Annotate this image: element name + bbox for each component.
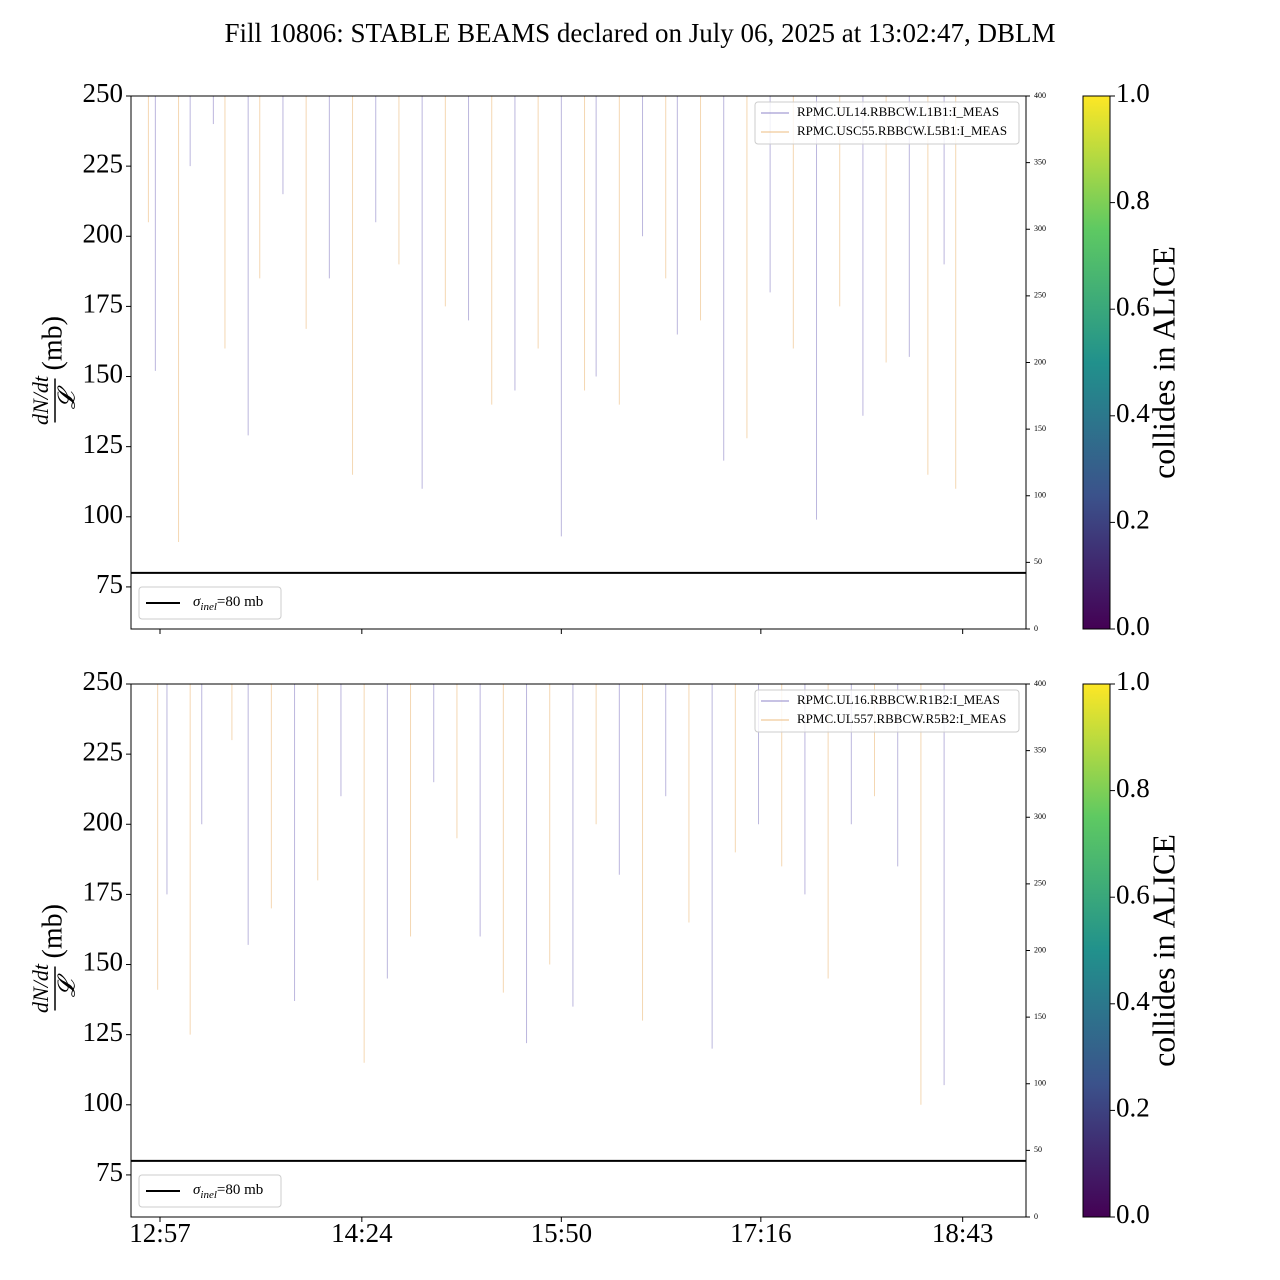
y-axis-label: dN/dt 𝓛 (mb)	[28, 904, 80, 1013]
y-tick-label: 175	[83, 289, 124, 319]
y-label-denominator: 𝓛	[55, 385, 81, 409]
y2-tick-label: 200	[1034, 357, 1046, 366]
y-tick-label: 100	[83, 1087, 124, 1117]
colorbar	[1082, 95, 1111, 630]
legend-symbol: σ	[193, 1182, 201, 1198]
y-tick-label: 100	[83, 499, 124, 529]
y2-tick-label: 400	[1034, 679, 1046, 688]
colorbar-tick-label: 0.4	[1116, 398, 1150, 428]
colorbar-tick-label: 0.6	[1116, 879, 1150, 909]
y-tick-label: 150	[83, 947, 124, 977]
legend-box	[138, 586, 282, 620]
y-label-numerator: dN/dt	[28, 375, 53, 425]
y-tick-label: 225	[83, 736, 124, 766]
plot-frame	[130, 95, 1027, 630]
y2-tick-label: 300	[1034, 224, 1046, 233]
colorbar	[1082, 683, 1111, 1218]
y2-tick-label: 150	[1034, 424, 1046, 433]
y2-tick-label: 100	[1034, 491, 1046, 500]
y2-tick-label: 50	[1034, 1145, 1042, 1154]
y-label-denominator: 𝓛	[55, 973, 81, 997]
colorbar-tick-label: 0.8	[1116, 773, 1150, 803]
colorbar-tick-label: 1.0	[1116, 78, 1150, 108]
y-tick-label: 175	[83, 877, 124, 907]
colorbar-tick-label: 0.4	[1116, 986, 1150, 1016]
colorbar-tick-label: 0.2	[1116, 1093, 1150, 1123]
x-tick-label: 15:50	[531, 1218, 593, 1248]
legend-symbol: σ	[193, 594, 201, 610]
y-tick-label: 250	[83, 78, 124, 108]
y-axis-label: dN/dt 𝓛 (mb)	[28, 316, 80, 425]
y-tick-label: 75	[96, 569, 123, 599]
colorbar-tick-label: 0.2	[1116, 505, 1150, 535]
y2-tick-label: 50	[1034, 557, 1042, 566]
y-label-unit: (mb)	[37, 316, 68, 370]
y-tick-label: 200	[83, 806, 124, 836]
y-tick-label: 125	[83, 429, 124, 459]
legend-subscript: inel	[200, 1189, 217, 1201]
y-tick-label: 200	[83, 218, 124, 248]
colorbar-tick-label: 0.8	[1116, 185, 1150, 215]
legend-box	[754, 689, 1020, 733]
colorbar-label: collides in ALICE	[1145, 834, 1181, 1067]
y2-tick-label: 300	[1034, 812, 1046, 821]
x-tick-label: 17:16	[730, 1218, 792, 1248]
legend-label: RPMC.UL16.RBBCW.R1B2:I_MEAS	[797, 692, 1000, 707]
legend-text: =80 mb	[217, 1182, 263, 1198]
legend-box	[754, 101, 1020, 145]
y2-tick-label: 350	[1034, 157, 1046, 166]
y2-tick-label: 250	[1034, 879, 1046, 888]
legend-label: RPMC.UL557.RBBCW.R5B2:I_MEAS	[797, 711, 1006, 726]
legend-text: =80 mb	[217, 594, 263, 610]
colorbar-tick-label: 0.0	[1116, 1199, 1150, 1229]
y2-tick-label: 100	[1034, 1079, 1046, 1088]
legend-subscript: inel	[200, 601, 217, 613]
y2-tick-label: 0	[1034, 624, 1038, 633]
y-tick-label: 225	[83, 148, 124, 178]
figure-title: Fill 10806: STABLE BEAMS declared on Jul…	[224, 18, 1055, 48]
y-tick-label: 75	[96, 1157, 123, 1187]
y2-tick-label: 150	[1034, 1012, 1046, 1021]
y2-tick-label: 350	[1034, 745, 1046, 754]
plot-frame	[130, 683, 1027, 1218]
legend-label: σinel=80 mb	[193, 594, 263, 612]
y2-tick-label: 250	[1034, 291, 1046, 300]
y-label-numerator: dN/dt	[28, 963, 53, 1013]
legend-label: RPMC.USC55.RBBCW.L5B1:I_MEAS	[797, 123, 1007, 138]
x-tick-label: 14:24	[331, 1218, 393, 1248]
y-tick-label: 125	[83, 1017, 124, 1047]
y2-tick-label: 200	[1034, 945, 1046, 954]
legend-label: RPMC.UL14.RBBCW.L1B1:I_MEAS	[797, 104, 999, 119]
x-tick-label: 18:43	[932, 1218, 994, 1248]
colorbar-tick-label: 0.0	[1116, 611, 1150, 641]
colorbar-tick-label: 0.6	[1116, 291, 1150, 321]
y-label-unit: (mb)	[37, 904, 68, 958]
y-tick-label: 250	[83, 666, 124, 696]
y-tick-label: 150	[83, 359, 124, 389]
y2-tick-label: 0	[1034, 1212, 1038, 1221]
y2-tick-label: 400	[1034, 91, 1046, 100]
colorbar-label: collides in ALICE	[1145, 246, 1181, 479]
legend-box	[138, 1174, 282, 1208]
legend-label: σinel=80 mb	[193, 1182, 263, 1200]
colorbar-tick-label: 1.0	[1116, 666, 1150, 696]
x-tick-label: 12:57	[129, 1218, 191, 1248]
